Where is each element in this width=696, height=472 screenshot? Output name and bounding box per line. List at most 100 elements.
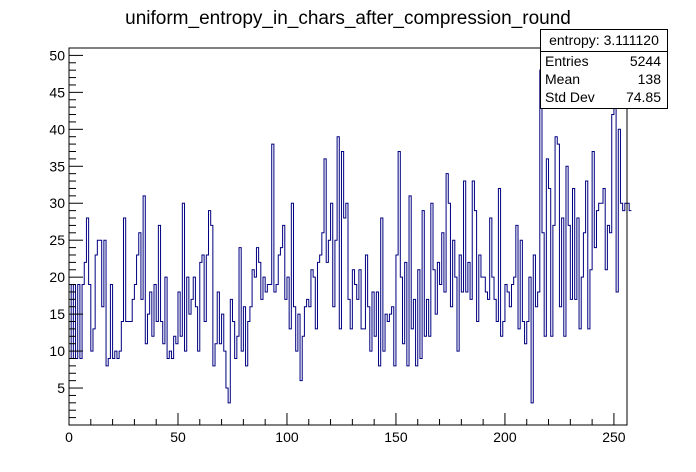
histogram-bin	[583, 233, 585, 425]
x-tick-label: 100	[275, 429, 299, 445]
histogram-bin	[76, 358, 78, 425]
histogram-bin	[405, 262, 407, 425]
histogram-bin	[89, 285, 91, 425]
histogram-bin	[557, 144, 559, 425]
histogram-bin	[450, 307, 452, 425]
stats-title: entropy: 3.111120	[541, 30, 667, 52]
histogram-bin	[461, 292, 463, 425]
histogram-bin	[152, 336, 154, 425]
histogram-bin	[365, 255, 367, 425]
histogram-bin	[189, 314, 191, 425]
histogram-bin	[562, 218, 564, 425]
histogram-bin	[418, 270, 420, 425]
histogram-bin	[459, 255, 461, 425]
histogram-bin	[265, 292, 267, 425]
histogram-bin	[470, 299, 472, 425]
histogram-bin	[224, 351, 226, 425]
x-tick-label: 0	[65, 429, 73, 445]
histogram-bin	[121, 322, 123, 425]
histogram-bin	[551, 336, 553, 425]
histogram-bin	[535, 307, 537, 425]
histogram-bin	[171, 358, 173, 425]
histogram-bin	[128, 322, 130, 425]
histogram-bin	[355, 285, 357, 425]
histogram-bin	[187, 277, 189, 425]
histogram-bin	[538, 292, 540, 425]
histogram-bin	[596, 211, 598, 425]
histogram-outline	[69, 69, 632, 404]
histogram-bin	[350, 329, 352, 425]
histogram-bin	[296, 351, 298, 425]
histogram-bin	[322, 233, 324, 425]
histogram-bin	[161, 322, 163, 425]
histogram-bin	[581, 277, 583, 425]
histogram-bin	[80, 358, 82, 425]
histogram-bin	[422, 211, 424, 425]
histogram-bin	[104, 240, 106, 425]
histogram-bin	[339, 329, 341, 425]
x-tick-label: 250	[602, 429, 626, 445]
histogram-bin	[291, 203, 293, 425]
histogram-bin	[311, 270, 313, 425]
histogram-bin	[191, 299, 193, 425]
y-tick-label: 50	[49, 47, 65, 63]
stats-box: entropy: 3.111120 Entries 5244 Mean 138 …	[540, 29, 668, 109]
histogram-bin	[599, 203, 601, 425]
histogram-bin	[501, 336, 503, 425]
histogram-bin	[232, 322, 234, 425]
histogram-bin	[383, 351, 385, 425]
histogram-bin	[372, 292, 374, 425]
histogram-bin	[553, 225, 555, 425]
histogram-bin	[610, 233, 612, 425]
histogram-bin	[618, 129, 620, 425]
histogram-bin	[309, 307, 311, 425]
histogram-bin	[623, 211, 625, 425]
histogram-bin	[588, 329, 590, 425]
histogram-bin	[204, 322, 206, 425]
histogram-bin	[102, 307, 104, 425]
histogram-bin	[215, 344, 217, 425]
histogram-bin	[455, 277, 457, 425]
stats-value: 138	[637, 71, 661, 87]
histogram-bin	[431, 203, 433, 425]
histogram-bin	[86, 218, 88, 425]
histogram-bin	[586, 181, 588, 425]
stats-value: 5244	[629, 53, 661, 69]
y-tick-label: 25	[49, 232, 65, 248]
histogram-bin	[243, 307, 245, 425]
histogram-bin	[518, 329, 520, 425]
histogram-bin	[73, 285, 75, 425]
histogram-bin	[533, 255, 535, 425]
histogram-bin	[150, 292, 152, 425]
histogram-bin	[307, 299, 309, 425]
histogram-bin	[93, 329, 95, 425]
histogram-bin	[605, 270, 607, 425]
histogram-bin	[126, 322, 128, 425]
histogram-bin	[483, 277, 485, 425]
histogram-bin	[444, 292, 446, 425]
histogram-bin	[601, 203, 603, 425]
histogram-bin	[564, 336, 566, 425]
histogram-bin	[542, 233, 544, 425]
histogram-bin	[270, 285, 272, 425]
histogram-bin	[426, 299, 428, 425]
histogram-bin	[169, 351, 171, 425]
histogram-bin	[379, 366, 381, 425]
plot-frame	[68, 47, 628, 426]
histogram-bin	[457, 351, 459, 425]
histogram-bin	[333, 307, 335, 425]
stats-label: Entries	[545, 53, 589, 69]
histogram-bin	[324, 159, 326, 425]
histogram-bin	[259, 262, 261, 425]
histogram-bin	[416, 366, 418, 425]
histogram-bin	[252, 270, 254, 425]
histogram-bin	[276, 285, 278, 425]
histogram-bin	[616, 292, 618, 425]
histogram-bin	[82, 285, 84, 425]
histogram-bin	[385, 314, 387, 425]
histogram-bin	[594, 248, 596, 425]
histogram-bin	[505, 285, 507, 425]
histogram-bin	[108, 358, 110, 425]
histogram-bin	[620, 203, 622, 425]
